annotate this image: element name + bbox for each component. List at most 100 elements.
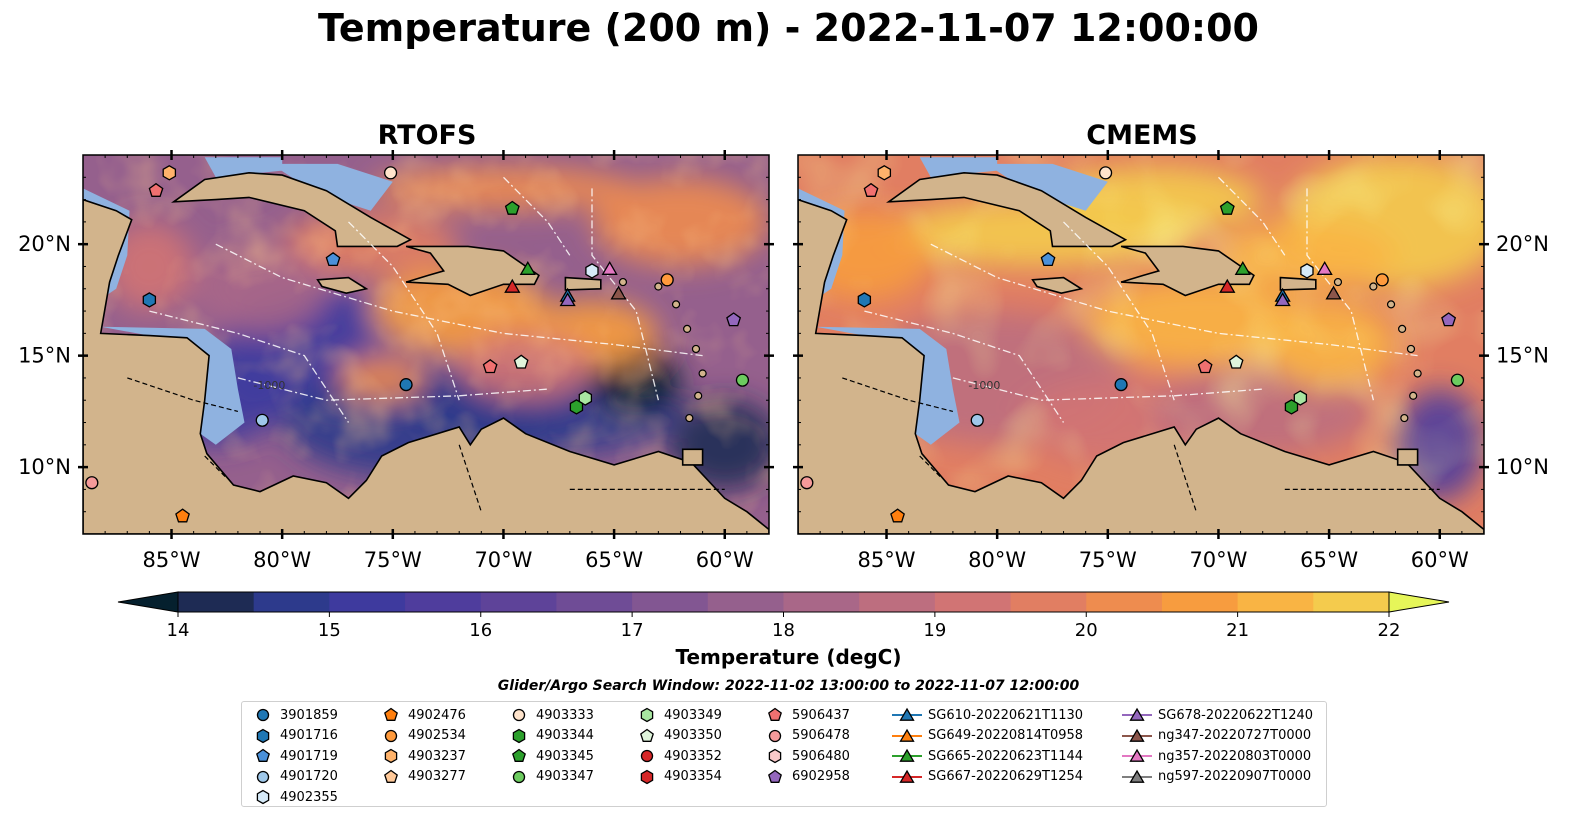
legend-label: 4902534 [408,728,466,743]
station-marker-5906478 [85,476,99,490]
legend-label: 4903354 [664,769,722,784]
legend-marker-pentagon [384,707,398,721]
station-marker-3901859 [399,378,413,392]
panel-title-cmems: CMEMS [1086,120,1198,151]
legend-label: 4902355 [280,789,338,805]
station-marker-4903344 [569,399,584,415]
legend-label: 4903344 [536,728,594,743]
legend-label: ng597-20220907T0000 [1158,769,1312,784]
station-marker-4903237 [877,165,892,181]
lon-tick-label: 85°W [858,548,916,572]
shelf-area [986,163,1108,211]
legend-marker [256,728,270,743]
station-marker-ng357-20220803T0000 [1316,261,1333,275]
legend-label: 4903277 [408,769,466,784]
legend-marker [768,748,782,764]
legend-label: 4901719 [280,748,338,764]
legend-entry: 4901720 [252,767,338,787]
legend-marker [768,729,782,742]
lat-tick-label: 20°N [1496,232,1549,256]
land-trinidad [1396,448,1419,466]
legend-marker [892,769,922,783]
island [1413,369,1422,378]
station-marker-4903347 [735,373,750,387]
colorbar-segment [1010,592,1087,612]
lon-tick-label: 65°W [585,548,643,572]
island [1406,344,1416,354]
station-marker-4902534 [660,273,674,287]
legend-marker [892,728,922,742]
island [683,324,692,333]
station-marker-4901716 [857,292,872,308]
colorbar-segment [1313,592,1390,612]
station-marker-ng357-20220803T0000 [601,261,618,275]
land-jamaica [316,276,369,295]
station-marker-4903349 [578,390,593,406]
legend-marker-hexagon [768,748,782,764]
legend-entry: 4903333 [508,705,594,725]
colorbar-tick-label: 22 [1378,620,1401,640]
legend-marker-triangle [899,707,915,721]
legend-entry: SG665-20220623T1144 [892,746,1083,766]
legend-marker-circle [640,749,654,763]
island [654,282,663,291]
depth-annotation: -1000 [968,379,1000,392]
eez-boundary [952,377,1263,401]
legend-marker-hexagon [256,789,270,805]
legend-entry: 4903350 [636,726,722,746]
legend-entry: 6902958 [764,767,850,787]
station-marker-4903344 [1284,399,1299,415]
colorbar-segment [178,592,255,612]
legend-label: SG667-20220629T1254 [928,769,1084,784]
land-cuba [886,171,1128,248]
island [691,344,701,354]
legend-marker-triangle [1129,707,1145,721]
map-panel-rtofs: -1000 85°W 80°W 75°W 70°W 65°W 60°W 10°N 15°N 20°… [18,150,774,572]
colorbar-label: Temperature (degC) [675,645,902,669]
legend-label: 4903350 [664,728,722,743]
legend-label: ng347-20220727T0000 [1158,728,1312,743]
shelf-area [815,326,960,445]
country-border [1173,444,1197,512]
map-frame [797,154,1485,535]
legend-entry: 4903277 [380,767,466,787]
legend-entry: SG649-20220814T0958 [892,726,1083,746]
legend-entry: 4902476 [380,705,466,725]
colorbar-segment [707,592,784,612]
colorbar-segment [556,592,633,612]
lon-tick-label: 75°W [1079,548,1137,572]
depth-annotation: -1000 [253,379,285,392]
legend-marker-hexagon [512,728,526,743]
legend-marker [1122,728,1152,742]
legend-entry: SG678-20220622T1240 [1122,705,1313,725]
legend-label: SG610-20220621T1130 [928,707,1084,723]
station-marker-SG678-20220622T1240 [559,292,576,307]
legend-label: SG649-20220814T0958 [928,728,1084,743]
station-marker-4903345 [1219,200,1235,215]
legend-entry: 4902534 [380,726,466,746]
island [694,391,703,400]
shelf-area [919,157,998,178]
colorbar-tick-label: 19 [923,620,946,640]
station-marker-5906437 [863,182,879,197]
country-border [919,455,943,479]
legend-marker [1122,707,1152,721]
legend-label: 3901859 [280,707,338,723]
station-marker-5906437 [482,358,498,374]
colorbar-tick-label: 17 [621,620,644,640]
island [671,300,681,309]
station-marker-SG678-20220622T1240 [1274,292,1291,307]
legend-marker [384,729,398,742]
country-border [204,455,228,479]
legend-entry: 4903349 [636,705,722,725]
station-marker-SG665-20220623T1144 [1234,261,1251,275]
figure-canvas: -1000 85°W 80°W 75°W 70°W 65°W 60°W 10°N 15°N 20°… [18,150,1549,640]
legend-marker-hexagon [640,707,654,723]
lat-tick-label: 10°N [18,455,71,479]
land-puerto [564,276,602,291]
eez-boundary [1306,188,1375,401]
legend-marker [512,748,526,762]
lon-tick-label: 85°W [143,548,201,572]
lon-tick-label: 70°W [474,548,532,572]
eez-boundary [1218,176,1286,256]
